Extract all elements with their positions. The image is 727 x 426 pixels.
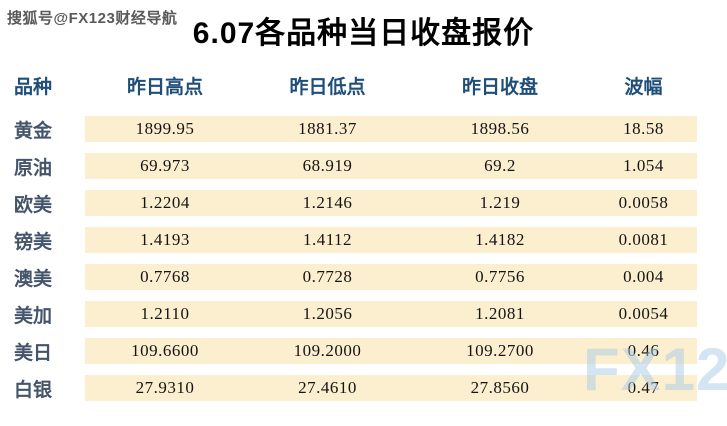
quotes-table: 品种 昨日高点 昨日低点 昨日收盘 波幅 黄金 1899.95 1881.37 …: [0, 70, 727, 412]
prev-low-value: 68.919: [245, 153, 410, 179]
prev-close-value: 69.2: [410, 153, 590, 179]
prev-low-value: 1881.37: [245, 116, 410, 142]
prev-close-value: 1.219: [410, 190, 590, 216]
header-prev-low: 昨日低点: [289, 76, 366, 98]
instrument-label: 黄金: [0, 116, 85, 142]
prev-low-value: 1.2146: [245, 190, 410, 216]
prev-low-value: 0.7728: [245, 264, 410, 290]
prev-low-value: 1.4112: [245, 227, 410, 253]
range-value: 0.0054: [590, 301, 697, 327]
instrument-label: 原油: [0, 153, 85, 179]
table-row-audusd: 澳美 0.7768 0.7728 0.7756 0.004: [0, 264, 727, 290]
prev-close-value: 1898.56: [410, 116, 590, 142]
instrument-label: 镑美: [0, 227, 85, 253]
prev-close-value: 1.4182: [410, 227, 590, 253]
prev-high-value: 1.2204: [85, 190, 245, 216]
range-value: 18.58: [590, 116, 697, 142]
range-value: 1.054: [590, 153, 697, 179]
prev-high-value: 1.2110: [85, 301, 245, 327]
instrument-label: 澳美: [0, 264, 85, 290]
page-title: 6.07各品种当日收盘报价: [192, 17, 535, 50]
prev-low-value: 109.2000: [245, 338, 410, 364]
prev-low-value: 1.2056: [245, 301, 410, 327]
instrument-label: 美日: [0, 338, 85, 364]
table-row-gbpusd: 镑美 1.4193 1.4112 1.4182 0.0081: [0, 227, 727, 253]
header-prev-close: 昨日收盘: [461, 76, 538, 98]
prev-high-value: 0.7768: [85, 264, 245, 290]
prev-high-value: 27.9310: [85, 375, 245, 401]
range-value: 0.0058: [590, 190, 697, 216]
instrument-label: 白银: [0, 375, 85, 401]
source-watermark: 搜狐号@FX123财经导航: [7, 10, 178, 27]
range-value: 0.46: [590, 338, 697, 364]
prev-high-value: 1899.95: [85, 116, 245, 142]
prev-high-value: 109.6600: [85, 338, 245, 364]
header-prev-high: 昨日高点: [126, 76, 203, 98]
table-row-silver: 白银 27.9310 27.4610 27.8560 0.47: [0, 375, 727, 401]
range-value: 0.47: [590, 375, 697, 401]
instrument-label: 欧美: [0, 190, 85, 216]
header-range: 波幅: [624, 76, 663, 98]
prev-close-value: 109.2700: [410, 338, 590, 364]
prev-close-value: 1.2081: [410, 301, 590, 327]
prev-low-value: 27.4610: [245, 375, 410, 401]
table-header-row: 品种 昨日高点 昨日低点 昨日收盘 波幅: [0, 70, 727, 100]
prev-close-value: 27.8560: [410, 375, 590, 401]
range-value: 0.0081: [590, 227, 697, 253]
table-row-usdjpy: 美日 109.6600 109.2000 109.2700 0.46: [0, 338, 727, 364]
table-row-usdcad: 美加 1.2110 1.2056 1.2081 0.0054: [0, 301, 727, 327]
table-row-gold: 黄金 1899.95 1881.37 1898.56 18.58: [0, 116, 727, 142]
prev-close-value: 0.7756: [410, 264, 590, 290]
instrument-label: 美加: [0, 301, 85, 327]
header-instrument: 品种: [14, 76, 53, 98]
prev-high-value: 69.973: [85, 153, 245, 179]
range-value: 0.004: [590, 264, 697, 290]
prev-high-value: 1.4193: [85, 227, 245, 253]
table-row-eurusd: 欧美 1.2204 1.2146 1.219 0.0058: [0, 190, 727, 216]
table-row-crude-oil: 原油 69.973 68.919 69.2 1.054: [0, 153, 727, 179]
